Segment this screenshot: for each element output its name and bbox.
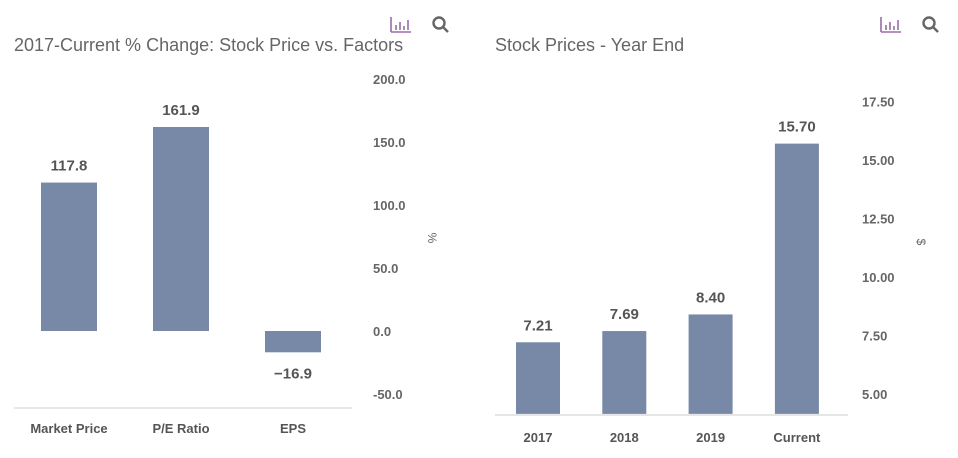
data-label: 8.40 <box>696 289 725 306</box>
data-label: 7.21 <box>523 317 552 334</box>
bar <box>516 342 560 414</box>
y-tick-label: 200.0 <box>373 72 406 87</box>
x-tick-label: EPS <box>280 421 306 436</box>
bar <box>153 127 209 331</box>
x-tick-label: 2017 <box>524 430 553 445</box>
y-tick-label: 15.00 <box>862 153 895 168</box>
right-chart: Stock Prices - Year End 17.5015.0012.501… <box>495 16 939 445</box>
x-tick-label: Market Price <box>30 421 107 436</box>
left-toolbar <box>390 16 449 33</box>
right-toolbar <box>880 16 939 33</box>
left-chart-title: 2017-Current % Change: Stock Price vs. F… <box>14 35 403 55</box>
bar-chart-icon[interactable] <box>390 17 411 33</box>
data-label: 7.69 <box>610 306 639 323</box>
left-y-axis-label: % <box>425 233 439 244</box>
bar <box>602 331 647 414</box>
left-chart-plot: 200.0 150.0 100.0 50.0 0.0 -50.0 117.8 Market P… <box>30 72 405 436</box>
bar-chart-icon[interactable] <box>880 17 901 33</box>
y-tick-label: 12.50 <box>862 212 895 227</box>
y-tick-label: 0.0 <box>373 324 391 339</box>
right-chart-plot: 17.50 15.00 12.50 10.00 7.50 5.00 7.21 2017 7.69… <box>516 95 895 445</box>
bar <box>688 314 733 414</box>
x-tick-label: 2018 <box>610 430 639 445</box>
data-label: 117.8 <box>51 158 88 175</box>
data-label: 161.9 <box>162 102 200 119</box>
y-tick-label: 5.00 <box>862 387 887 402</box>
y-tick-label: 17.50 <box>862 95 895 110</box>
y-tick-label: 7.50 <box>862 329 887 344</box>
y-tick-label: 10.00 <box>862 270 895 285</box>
bar <box>265 331 321 353</box>
bar <box>774 143 819 414</box>
y-tick-label: -50.0 <box>373 387 403 402</box>
y-tick-label: 150.0 <box>373 135 406 150</box>
data-label: 15.70 <box>778 119 816 136</box>
x-tick-label: Current <box>773 430 821 445</box>
data-label: −16.9 <box>274 365 312 382</box>
search-icon[interactable] <box>922 16 939 33</box>
y-tick-label: 50.0 <box>373 261 398 276</box>
search-icon[interactable] <box>432 16 449 33</box>
left-chart: 2017-Current % Change: Stock Price vs. F… <box>14 16 449 436</box>
x-tick-label: 2019 <box>696 430 725 445</box>
bar <box>41 182 97 331</box>
right-chart-title: Stock Prices - Year End <box>495 35 684 55</box>
x-tick-label: P/E Ratio <box>152 421 209 436</box>
right-y-axis-label: $ <box>914 239 928 246</box>
y-tick-label: 100.0 <box>373 198 406 213</box>
